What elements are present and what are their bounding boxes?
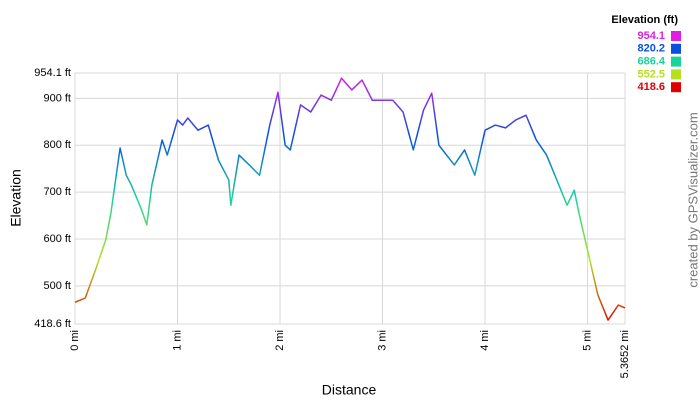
legend-title: Elevation (ft) [611, 14, 678, 26]
x-tick-label: 3 mi [376, 330, 388, 351]
credit: created by GPSVisualizer.com [685, 112, 700, 287]
y-axis-title: Elevation [8, 169, 24, 227]
legend-swatch [671, 56, 681, 67]
legend-swatch [671, 43, 681, 54]
x-tick-label: 4 mi [479, 330, 491, 351]
x-tick-label: 2 mi [274, 330, 286, 351]
legend-label: 820.2 [637, 43, 665, 55]
elevation-line [74, 77, 626, 321]
y-tick-label: 800 ft [43, 139, 71, 151]
y-tick-label: 418.6 ft [34, 318, 71, 330]
legend-label: 552.5 [637, 68, 665, 80]
legend-label: 686.4 [637, 56, 665, 68]
x-axis-title: Distance [322, 382, 377, 398]
legend-label: 954.1 [637, 30, 665, 42]
x-tick-label: 5.3652 mi [619, 330, 631, 378]
y-tick-label: 500 ft [43, 280, 71, 292]
y-tick-label: 600 ft [43, 233, 71, 245]
y-tick-label: 900 ft [43, 92, 71, 104]
legend-label: 418.6 [637, 81, 665, 93]
y-tick-label: 700 ft [43, 186, 71, 198]
x-tick-label: 5 mi [581, 330, 593, 351]
x-tick-label: 0 mi [69, 330, 81, 351]
legend-swatch [671, 31, 681, 41]
legend-swatch [671, 82, 681, 93]
y-tick-label: 954.1 ft [34, 67, 71, 79]
legend-swatch [671, 69, 681, 80]
x-tick-label: 1 mi [171, 330, 183, 351]
